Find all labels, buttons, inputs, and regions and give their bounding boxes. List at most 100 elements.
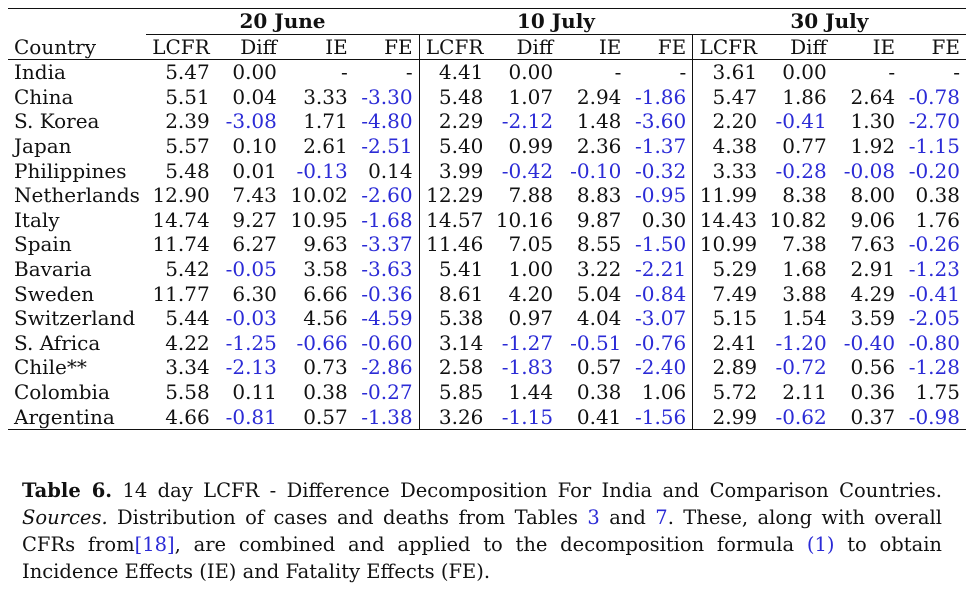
country-cell: Colombia [14,379,110,404]
country-cell: Switzerland [14,306,136,331]
value-cell: 7.05 [508,232,554,257]
value-cell: 5.15 [712,306,758,331]
caption-ref-formula-1[interactable]: (1) [806,533,835,556]
value-cell: 5.47 [712,84,758,109]
value-cell: 0.30 [627,207,694,233]
value-cell: 1.68 [782,256,827,281]
value-cell: 7.63 [850,232,896,257]
value-cell: 0.38 [576,379,622,404]
value-cell: 5.48 [438,84,484,109]
value-cell: -1.23 [908,256,960,281]
table-row: Italy 14.74 9.27 10.95 -1.68 14.57 10.16 9.87 0.… [8,207,966,233]
value-cell: 3.34 [165,355,210,380]
table-row: Colombia 5.58 0.11 0.38 -0.27 5.85 1.44 0.38 1.0… [8,379,966,405]
value-cell: -1.28 [908,355,960,380]
value-cell: -0.51 [570,330,622,355]
value-cell: 7.88 [508,183,554,208]
caption-ref-citation-18[interactable]: [18] [134,533,175,556]
value-cell: 7.43 [232,183,277,208]
country-header: Country [8,34,146,61]
value-cell: 4.56 [303,306,348,331]
value-cell: 5.51 [165,84,210,109]
value-cell: -0.36 [353,281,420,307]
group-header-blank [8,9,146,35]
table-row: India 5.47 0.00- -4.41 0.00- -3.61 0.00- - [8,59,966,85]
value-cell: 0.38 [915,183,960,208]
value-cell: 1.54 [782,306,827,331]
value-cell: 14.74 [152,207,210,232]
value-cell: -2.60 [353,183,420,208]
column-header: FE [901,34,966,61]
value-cell: 4.66 [145,404,216,431]
value-cell: - [353,59,420,85]
value-cell: -0.32 [627,158,694,184]
column-header: Diff [215,34,283,61]
value-cell: 10.95 [290,207,348,232]
value-cell: -0.27 [353,379,420,405]
value-cell: 1.30 [850,109,896,134]
value-cell: 0.00 [508,60,554,85]
value-cell: 4.22 [165,330,210,355]
column-header: LCFR [692,34,764,61]
value-cell: 2.29 [438,109,484,134]
value-cell: -0.20 [908,158,960,183]
value-cell: 3.33 [303,84,348,109]
value-cell: 10.99 [699,232,758,257]
column-header: IE [282,34,354,61]
value-cell: -1.37 [627,133,694,159]
country-cell: Chile** [14,355,87,380]
caption-text-3: . These, along with overall CFRs from [22,506,942,556]
value-cell: -0.98 [901,404,966,431]
table-row: Sweden 11.77 6.30 6.66 -0.36 8.61 4.20 5.04 -0.8… [8,281,966,307]
value-cell: 5.38 [438,306,484,331]
value-cell: 9.27 [232,207,277,232]
value-cell: 5.48 [165,158,210,183]
value-cell: 2.61 [303,133,348,158]
table-row: Spain 11.74 6.27 9.63 -3.37 11.46 7.05 8.55 -1.5… [8,232,966,257]
value-cell: -3.60 [627,109,694,134]
value-cell: 10.02 [290,183,348,208]
decomposition-table: 20 June 10 July 30 July Country LCFR Diff IE FE… [8,8,966,431]
value-cell: 11.99 [699,183,758,208]
value-cell: 9.87 [576,207,622,232]
value-cell: -3.37 [353,232,420,257]
value-cell: - [953,60,960,85]
table-row: Netherlands 12.90 7.43 10.02 -2.60 12.29 7.88 8… [8,183,966,208]
caption-ref-table-3[interactable]: 3 [587,506,600,529]
value-cell: 4.41 [438,60,484,85]
value-cell: 2.41 [712,330,758,355]
value-cell: -0.08 [843,158,896,183]
country-cell: Argentina [8,404,146,431]
column-header: LCFR [145,34,216,61]
value-cell: 8.83 [576,183,622,208]
value-cell: 2.58 [438,355,484,380]
country-cell: Bavaria [14,256,92,281]
value-cell: 9.06 [850,207,896,232]
value-cell: 0.10 [232,133,277,158]
value-cell: 1.48 [576,109,622,134]
value-cell: 5.57 [165,133,210,158]
value-cell: 14.57 [426,207,484,232]
value-cell: 7.49 [712,281,758,306]
value-cell: -0.66 [296,330,348,355]
value-cell: 7.38 [782,232,827,257]
value-cell: -1.15 [489,404,560,431]
value-cell: 5.42 [165,256,210,281]
country-cell: Spain [14,232,72,257]
value-cell: -1.56 [627,404,694,431]
value-cell: 3.26 [419,404,490,431]
country-cell: Sweden [14,281,95,306]
value-cell: -2.05 [908,306,960,331]
value-cell: 0.57 [576,355,622,380]
column-header: IE [559,34,628,61]
group-header: 20 June [145,8,420,35]
value-cell: 3.59 [850,306,896,331]
value-cell: 5.47 [165,60,210,85]
value-cell: -1.25 [225,330,277,355]
value-cell: 0.99 [508,133,554,158]
value-cell: -1.15 [908,133,960,158]
caption-ref-table-7[interactable]: 7 [655,506,668,529]
country-cell: S. Africa [14,330,101,355]
value-cell: -1.86 [627,84,694,110]
